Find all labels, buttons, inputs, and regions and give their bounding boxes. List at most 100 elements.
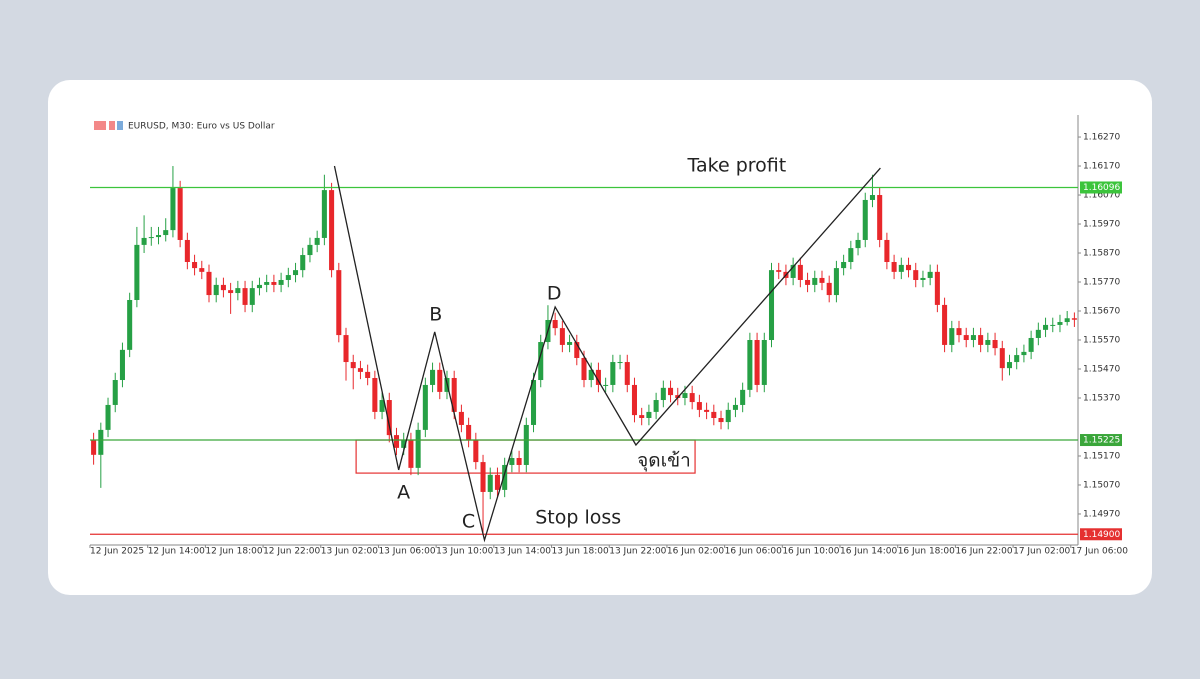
candle-body: [696, 402, 702, 410]
level-label: 1.16096: [1083, 183, 1120, 193]
candle-body: [790, 264, 796, 278]
candle-body: [127, 299, 133, 350]
x-tick-label: 17 Jun 02:00: [1013, 547, 1070, 557]
x-tick-label: 16 Jun 02:00: [667, 547, 724, 557]
y-tick-label: 1.15470: [1083, 364, 1120, 374]
x-tick-label: 13 Jun 18:00: [552, 547, 609, 557]
candle-body: [841, 262, 847, 269]
candle-body: [199, 268, 205, 272]
candle-body: [458, 411, 464, 425]
pattern-label: D: [547, 282, 562, 304]
candle-body: [675, 395, 681, 398]
candle-body: [754, 340, 760, 385]
candle-body: [480, 462, 486, 492]
x-tick-label: 13 Jun 14:00: [494, 547, 551, 557]
y-tick-label: 1.16270: [1083, 133, 1120, 143]
y-tick-label: 1.15870: [1083, 249, 1120, 259]
candle-body: [956, 328, 962, 336]
candle-body: [732, 404, 738, 410]
candle-body: [1064, 318, 1070, 323]
candle-body: [603, 384, 609, 386]
candle-body: [581, 357, 587, 381]
candle-body: [466, 424, 472, 441]
candle-body: [336, 270, 342, 336]
y-tick-label: 1.14970: [1083, 509, 1120, 519]
candle-body: [278, 279, 284, 285]
level-label-box: [1080, 181, 1122, 194]
x-tick-label: 17 Jun 06:00: [1071, 547, 1128, 557]
level-label: 1.14900: [1083, 530, 1120, 540]
candle-body: [985, 340, 991, 345]
candle-body: [653, 400, 659, 412]
candle-body: [134, 244, 140, 300]
candle-body: [978, 335, 984, 345]
x-tick-label: 12 Jun 22:00: [263, 547, 320, 557]
candle-body: [1071, 318, 1077, 320]
candle-body: [913, 270, 919, 280]
candle-body: [567, 342, 573, 345]
candle-body: [502, 464, 508, 490]
candle-body: [660, 387, 666, 401]
candle-body: [833, 268, 839, 296]
candle-body: [588, 369, 594, 381]
candle-body: [906, 264, 912, 271]
level-label-box: [1080, 528, 1122, 541]
candle-body: [559, 328, 565, 345]
x-tick-label: 13 Jun 06:00: [378, 547, 435, 557]
candle-body: [992, 340, 998, 349]
symbol-icons: [94, 121, 123, 130]
candle-body: [1021, 351, 1027, 356]
candle-body: [228, 290, 234, 294]
candle-body: [494, 474, 500, 490]
pattern-label: C: [462, 511, 475, 533]
y-tick-label: 1.16070: [1083, 191, 1120, 201]
candle-body: [1057, 322, 1063, 325]
candle-body: [329, 190, 335, 271]
candle-body: [574, 342, 580, 358]
y-tick-label: 1.16170: [1083, 162, 1120, 172]
candle-body: [740, 389, 746, 405]
candle-body: [920, 277, 926, 280]
candle-body: [112, 380, 118, 405]
candle-body: [242, 288, 248, 305]
candle-body: [220, 284, 226, 291]
chart-title: EURUSD, M30: Euro vs US Dollar: [128, 122, 275, 132]
candle-body: [942, 304, 948, 345]
candle-body: [848, 248, 854, 263]
candle-body: [523, 424, 529, 465]
candle-body: [343, 335, 349, 363]
candle-body: [689, 393, 695, 403]
y-tick-label: 1.15570: [1083, 336, 1120, 346]
x-tick-label: 13 Jun 10:00: [436, 547, 493, 557]
x-tick-label: 16 Jun 18:00: [898, 547, 955, 557]
candle-body: [372, 377, 378, 412]
candle-body: [639, 415, 645, 419]
candle-body: [509, 458, 515, 465]
candle-body: [184, 239, 190, 263]
candle-body: [595, 369, 601, 385]
candle-body: [91, 440, 97, 455]
x-tick-label: 16 Jun 06:00: [725, 547, 782, 557]
y-tick-label: 1.15070: [1083, 480, 1120, 490]
level-label-box: [1080, 434, 1122, 447]
candle-body: [163, 230, 169, 236]
candle-body: [682, 393, 688, 398]
pattern-label: จุดเข้า: [637, 449, 691, 472]
candle-body: [307, 244, 313, 256]
candle-body: [408, 440, 414, 468]
candle-body: [610, 362, 616, 385]
candle-body: [819, 277, 825, 283]
candle-body: [393, 435, 400, 448]
level-label: 1.15225: [1083, 436, 1120, 446]
candle-body: [422, 384, 428, 430]
candle-body: [970, 335, 976, 341]
candle-body: [141, 237, 147, 245]
candle-body: [350, 362, 356, 369]
pattern-line: [333, 165, 881, 543]
candle-body: [264, 282, 270, 285]
candle-body: [949, 328, 955, 345]
candle-body: [776, 270, 782, 272]
candle-body: [704, 409, 710, 412]
candle-body: [213, 284, 219, 296]
